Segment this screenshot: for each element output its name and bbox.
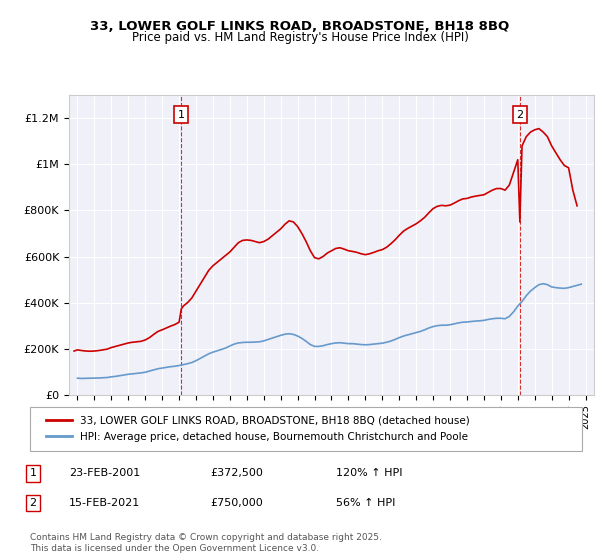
Text: 2: 2 <box>29 498 37 508</box>
FancyBboxPatch shape <box>30 407 582 451</box>
Text: £372,500: £372,500 <box>210 468 263 478</box>
Text: £750,000: £750,000 <box>210 498 263 508</box>
Legend: 33, LOWER GOLF LINKS ROAD, BROADSTONE, BH18 8BQ (detached house), HPI: Average p: 33, LOWER GOLF LINKS ROAD, BROADSTONE, B… <box>41 410 475 447</box>
Text: 15-FEB-2021: 15-FEB-2021 <box>69 498 140 508</box>
Text: 1: 1 <box>29 468 37 478</box>
Text: 33, LOWER GOLF LINKS ROAD, BROADSTONE, BH18 8BQ: 33, LOWER GOLF LINKS ROAD, BROADSTONE, B… <box>91 20 509 32</box>
Text: 120% ↑ HPI: 120% ↑ HPI <box>336 468 403 478</box>
Text: 2: 2 <box>516 110 523 120</box>
Text: 56% ↑ HPI: 56% ↑ HPI <box>336 498 395 508</box>
Text: Contains HM Land Registry data © Crown copyright and database right 2025.
This d: Contains HM Land Registry data © Crown c… <box>30 533 382 553</box>
Text: 23-FEB-2001: 23-FEB-2001 <box>69 468 140 478</box>
Text: Price paid vs. HM Land Registry's House Price Index (HPI): Price paid vs. HM Land Registry's House … <box>131 31 469 44</box>
Text: 1: 1 <box>178 110 185 120</box>
